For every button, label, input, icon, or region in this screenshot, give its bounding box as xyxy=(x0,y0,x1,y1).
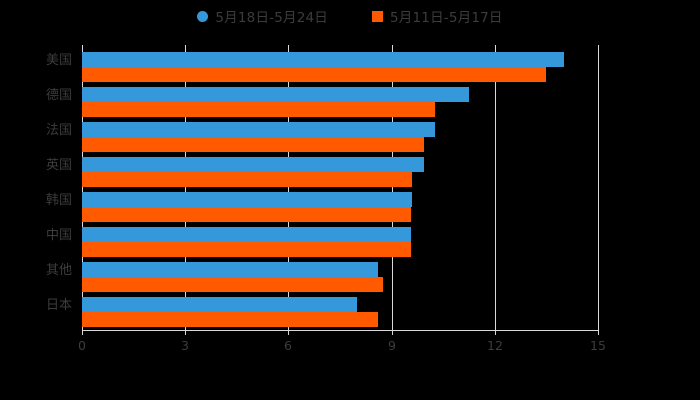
x-tick-label-6: 6 xyxy=(284,338,292,353)
x-tick-label-12: 12 xyxy=(487,338,503,353)
chart-legend: 5月18日-5月24日 5月11日-5月17日 xyxy=(0,6,700,26)
bar-group xyxy=(82,122,598,152)
y-label-7: 日本 xyxy=(45,298,72,313)
x-tick-mark-9 xyxy=(392,330,393,335)
bar-group xyxy=(82,157,598,187)
bar[interactable] xyxy=(82,297,358,312)
bar[interactable] xyxy=(82,227,411,242)
x-tick-label-9: 9 xyxy=(388,338,396,353)
bar[interactable] xyxy=(82,172,413,187)
legend-label-1: 5月11日-5月17日 xyxy=(390,10,503,26)
gridline-6 xyxy=(288,45,289,330)
gridline-12 xyxy=(495,45,496,330)
legend-item-1[interactable]: 5月11日-5月17日 xyxy=(372,6,503,26)
bar[interactable] xyxy=(82,207,411,222)
y-axis-labels: 美国 德国 法国 英国 韩国 中国 其他 日本 xyxy=(0,45,72,330)
bar[interactable] xyxy=(82,87,469,102)
y-label-5: 中国 xyxy=(45,228,72,243)
x-tick-mark-0 xyxy=(82,330,83,335)
y-label-0: 美国 xyxy=(45,53,72,68)
bar[interactable] xyxy=(82,262,378,277)
y-label-4: 韩国 xyxy=(45,193,72,208)
bar-group xyxy=(82,87,598,117)
x-tick-label-0: 0 xyxy=(78,338,86,353)
x-axis-line xyxy=(82,330,599,331)
bar[interactable] xyxy=(82,52,564,67)
bar[interactable] xyxy=(82,67,547,82)
legend-item-0[interactable]: 5月18日-5月24日 xyxy=(197,6,328,26)
y-label-6: 其他 xyxy=(45,263,72,278)
gridline-3 xyxy=(185,45,186,330)
legend-label-0: 5月18日-5月24日 xyxy=(215,10,328,26)
bar[interactable] xyxy=(82,277,383,292)
gridline-15 xyxy=(598,45,599,330)
plot-area xyxy=(82,45,599,330)
y-label-1: 德国 xyxy=(45,88,72,103)
bar[interactable] xyxy=(82,242,411,257)
bar-group xyxy=(82,192,598,222)
bar[interactable] xyxy=(82,137,425,152)
x-tick-label-15: 15 xyxy=(590,338,606,353)
circle-marker-icon xyxy=(197,10,209,22)
bar[interactable] xyxy=(82,157,425,172)
x-tick-mark-6 xyxy=(288,330,289,335)
bar[interactable] xyxy=(82,312,378,327)
bar-group xyxy=(82,297,598,327)
bar[interactable] xyxy=(82,192,413,207)
square-marker-icon xyxy=(372,10,383,22)
bar-group xyxy=(82,227,598,257)
bar[interactable] xyxy=(82,122,435,137)
bar-group xyxy=(82,52,598,82)
bar[interactable] xyxy=(82,102,435,117)
x-tick-mark-12 xyxy=(495,330,496,335)
y-label-3: 英国 xyxy=(45,158,72,173)
y-label-2: 法国 xyxy=(45,123,72,138)
x-tick-mark-3 xyxy=(185,330,186,335)
gridline-0 xyxy=(82,45,83,330)
bar-group xyxy=(82,262,598,292)
x-tick-label-3: 3 xyxy=(181,338,189,353)
gridline-9 xyxy=(392,45,393,330)
x-tick-mark-15 xyxy=(598,330,599,335)
